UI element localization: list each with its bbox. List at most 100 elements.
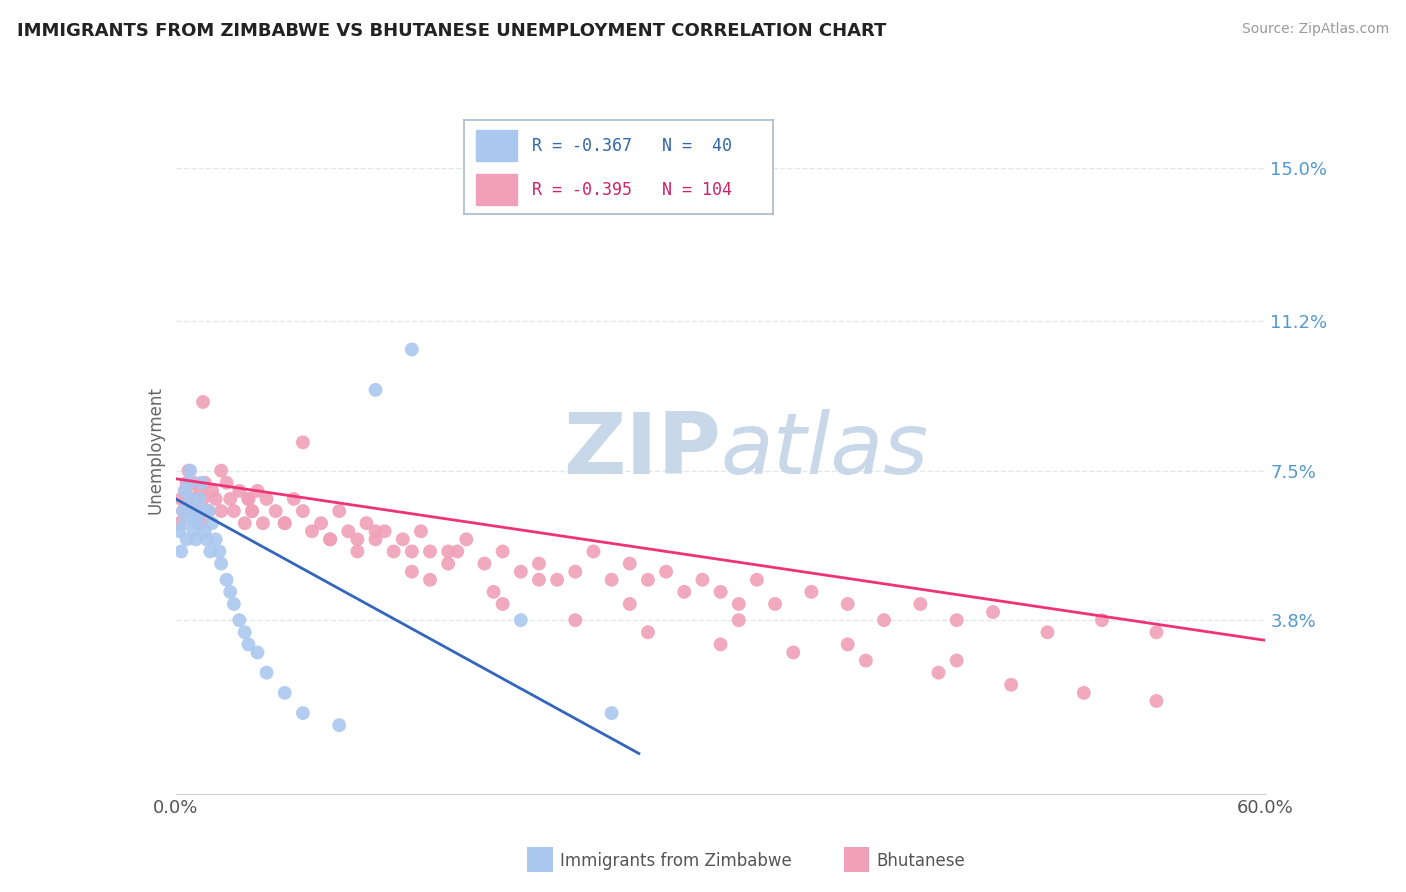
Point (419, 573, 441, 587)
Point (256, 491, 278, 506)
Point (710, 637, 733, 651)
Point (228, 613, 250, 627)
Point (1146, 625, 1168, 640)
Point (219, 491, 242, 506)
Point (201, 516, 224, 531)
Point (188, 491, 211, 506)
Point (328, 718, 350, 732)
Point (800, 585, 823, 599)
Point (274, 686, 297, 700)
Point (209, 464, 232, 478)
Point (240, 504, 263, 518)
Point (692, 573, 714, 587)
Point (582, 544, 605, 558)
Point (172, 504, 194, 518)
Point (186, 504, 209, 518)
Point (233, 516, 256, 531)
Point (184, 533, 207, 547)
Point (419, 544, 441, 558)
Point (179, 491, 201, 506)
Point (492, 544, 515, 558)
Point (204, 491, 226, 506)
Point (346, 544, 368, 558)
Y-axis label: Unemployment: Unemployment (146, 386, 165, 515)
Point (208, 544, 231, 558)
Point (194, 524, 217, 539)
Point (374, 524, 396, 539)
Point (228, 483, 250, 498)
Point (183, 512, 205, 526)
Text: R = -0.367   N =  40: R = -0.367 N = 40 (531, 136, 733, 154)
Point (238, 491, 260, 506)
Point (181, 504, 204, 518)
Bar (477, 129, 516, 161)
Point (301, 524, 323, 539)
Point (837, 637, 859, 651)
Bar (477, 174, 516, 205)
Point (170, 544, 193, 558)
Point (1091, 613, 1114, 627)
Point (238, 491, 260, 506)
Point (309, 516, 332, 531)
Point (233, 625, 256, 640)
Point (401, 544, 423, 558)
Point (1036, 625, 1059, 640)
Point (179, 464, 201, 478)
Point (928, 665, 950, 680)
Point (727, 597, 749, 611)
Point (619, 557, 641, 571)
Point (945, 654, 967, 668)
Point (981, 605, 1004, 619)
Point (252, 516, 274, 531)
Point (291, 706, 314, 720)
Point (200, 544, 222, 558)
Point (222, 597, 245, 611)
Point (482, 585, 505, 599)
Point (194, 475, 217, 490)
Point (172, 504, 194, 518)
Point (763, 597, 786, 611)
Point (401, 565, 423, 579)
Point (195, 533, 218, 547)
Point (837, 597, 859, 611)
Point (474, 557, 496, 571)
Point (1073, 686, 1095, 700)
Point (527, 573, 550, 587)
Point (183, 524, 205, 539)
Point (710, 585, 733, 599)
Point (177, 464, 200, 478)
Point (209, 557, 232, 571)
Point (409, 524, 432, 539)
Point (186, 516, 209, 531)
Point (264, 504, 287, 518)
Point (364, 383, 387, 397)
Point (238, 637, 260, 651)
Point (197, 504, 219, 518)
Point (176, 533, 198, 547)
Point (184, 491, 207, 506)
Point (256, 665, 278, 680)
Point (437, 544, 460, 558)
Point (246, 645, 269, 659)
Point (274, 516, 297, 531)
Text: Bhutanese: Bhutanese (876, 852, 965, 870)
Point (337, 524, 360, 539)
Point (274, 516, 297, 531)
Point (745, 573, 768, 587)
Point (382, 544, 405, 558)
Point (197, 504, 219, 518)
Point (204, 533, 226, 547)
Point (219, 585, 242, 599)
Point (190, 475, 212, 490)
Point (782, 645, 804, 659)
Point (546, 573, 568, 587)
Point (945, 613, 967, 627)
Point (169, 516, 191, 531)
Point (437, 557, 460, 571)
Point (855, 654, 877, 668)
Point (319, 533, 342, 547)
Point (240, 504, 263, 518)
Text: R = -0.395   N = 104: R = -0.395 N = 104 (531, 181, 733, 199)
Point (188, 483, 211, 498)
Point (564, 613, 586, 627)
